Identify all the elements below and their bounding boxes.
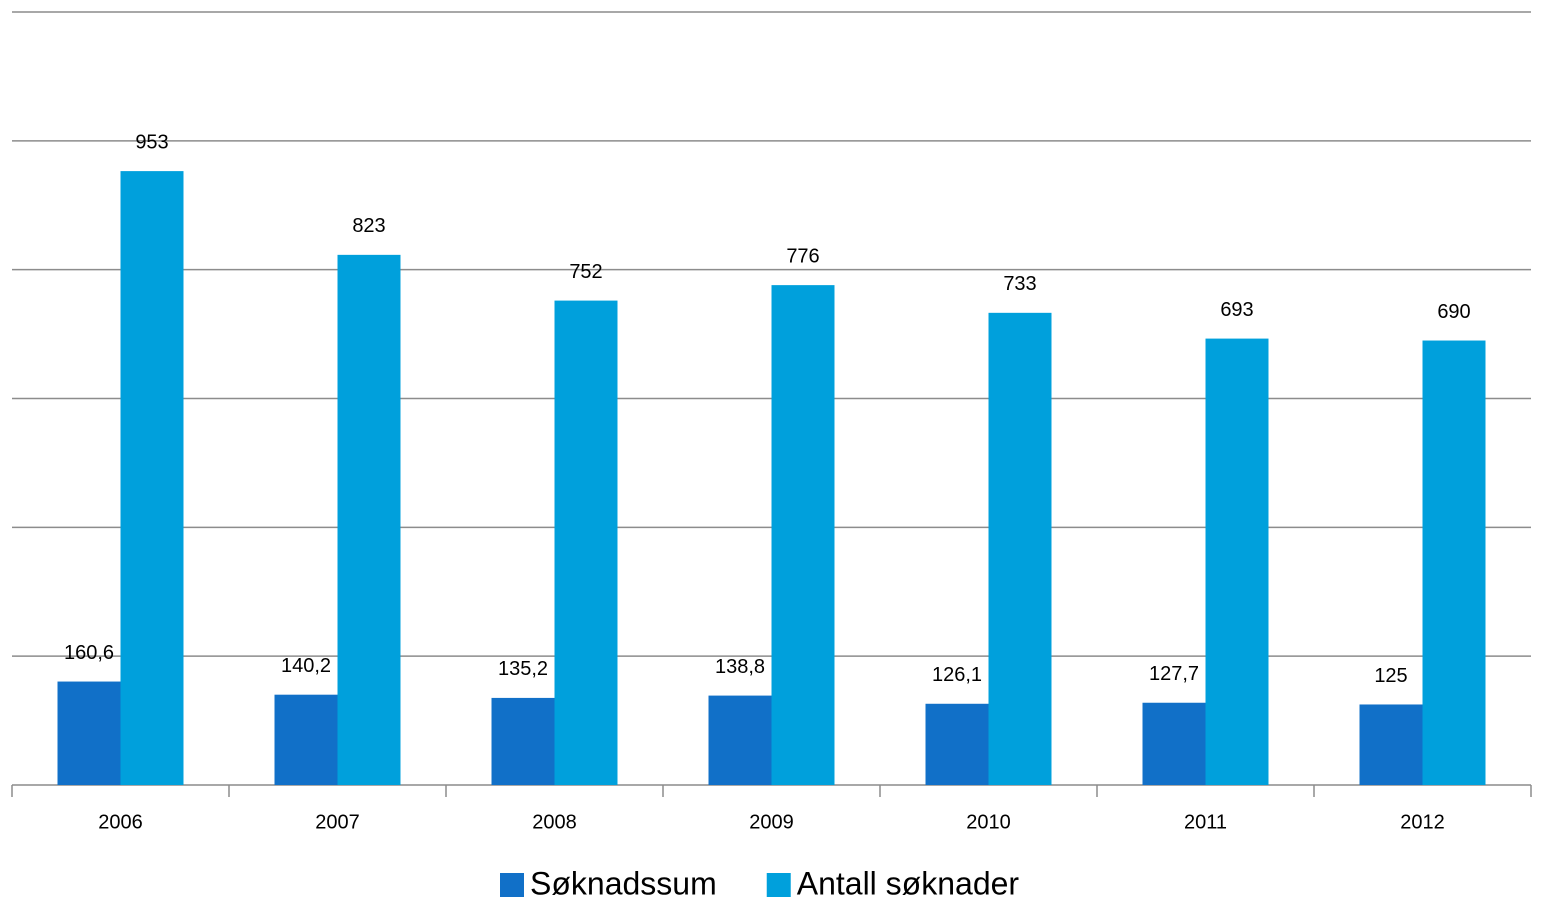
x-tick-label: 2008 — [532, 811, 577, 833]
bar — [57, 681, 121, 785]
data-label: 160,6 — [64, 642, 114, 664]
data-label: 125 — [1374, 665, 1407, 687]
bar — [554, 300, 618, 785]
bar — [925, 703, 989, 785]
bar — [1205, 338, 1269, 785]
bar — [1359, 704, 1423, 785]
data-label: 953 — [135, 131, 168, 153]
data-label: 127,7 — [1149, 663, 1199, 685]
data-label: 752 — [569, 261, 602, 283]
bar — [337, 254, 401, 785]
data-label: 126,1 — [932, 664, 982, 686]
legend-label: Antall søknader — [797, 865, 1020, 901]
data-label: 140,2 — [281, 655, 331, 677]
bar — [708, 695, 772, 785]
bar — [771, 285, 835, 785]
legend-swatch — [766, 873, 791, 897]
x-tick-label: 2006 — [98, 811, 143, 833]
data-label: 823 — [352, 215, 385, 237]
data-label: 690 — [1437, 301, 1470, 323]
bar — [491, 697, 555, 785]
data-label: 693 — [1220, 299, 1253, 321]
data-label: 138,8 — [715, 656, 765, 678]
legend-label: Søknadssum — [530, 865, 717, 901]
bar — [1422, 340, 1486, 785]
x-tick-label: 2009 — [749, 811, 794, 833]
data-label: 135,2 — [498, 658, 548, 680]
x-tick-label: 2007 — [315, 811, 360, 833]
bar — [120, 171, 184, 786]
bar — [1142, 702, 1206, 785]
data-label: 733 — [1003, 273, 1036, 295]
bar — [988, 312, 1052, 785]
legend-swatch — [500, 873, 524, 897]
data-label: 776 — [786, 245, 819, 267]
x-tick-label: 2012 — [1400, 811, 1445, 833]
x-tick-label: 2011 — [1184, 811, 1227, 833]
x-tick-label: 2010 — [966, 811, 1011, 833]
bar — [274, 694, 338, 785]
